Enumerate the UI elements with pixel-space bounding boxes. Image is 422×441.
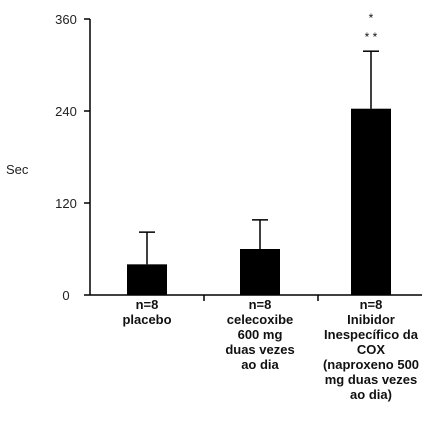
category-label: n=8 Inibidor Inespecífico da COX (naproxeno … xyxy=(323,297,419,402)
category-label-line: COX xyxy=(357,342,386,357)
category-label-line: n=8 xyxy=(249,297,272,312)
bar xyxy=(240,249,280,295)
category-label-line: n=8 xyxy=(136,297,159,312)
category-label: n=8 placebo xyxy=(122,297,171,327)
category-label-line: (naproxeno 500 xyxy=(323,357,419,372)
bars xyxy=(127,50,391,295)
bar xyxy=(351,108,391,295)
significance-marker: * * xyxy=(365,30,378,44)
significance-marker: * xyxy=(369,11,374,25)
y-tick-label: 240 xyxy=(55,104,77,119)
category-label-line: 600 mg xyxy=(238,327,283,342)
category-label-line: celecoxibe xyxy=(227,312,294,327)
category-label-line: placebo xyxy=(122,312,171,327)
category-label-line: mg duas vezes xyxy=(325,372,418,387)
y-axis-label: Sec xyxy=(6,162,29,177)
category-label-line: Inespecífico da xyxy=(324,327,419,342)
category-label-line: Inibidor xyxy=(347,312,395,327)
category-label-line: n=8 xyxy=(360,297,383,312)
category-label: n=8 celecoxibe 600 mg duas vezes ao dia xyxy=(225,297,294,372)
y-tick-label: 360 xyxy=(55,12,77,27)
category-label-line: ao dia) xyxy=(350,387,392,402)
y-tick-label: 0 xyxy=(62,288,69,303)
bar xyxy=(127,264,167,295)
y-tick-label: 120 xyxy=(55,196,77,211)
category-label-line: ao dia xyxy=(241,357,279,372)
category-label-line: duas vezes xyxy=(225,342,294,357)
